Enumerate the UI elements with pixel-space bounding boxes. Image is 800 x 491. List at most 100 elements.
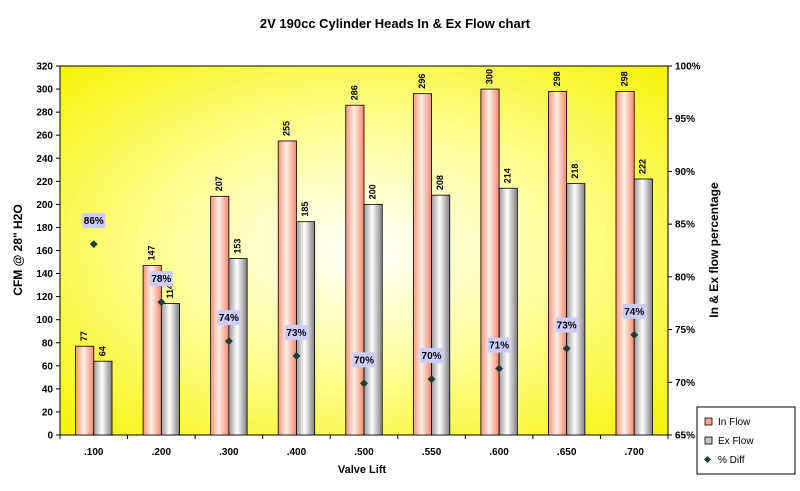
- right-tick-label: 65%: [675, 431, 695, 442]
- ex-flow-bar: [498, 187, 518, 436]
- diff-value-label: 74%: [624, 307, 644, 318]
- x-axis: .100 .200 .300 .400 .500 .550 .600 .650 .700: [59, 435, 669, 458]
- diff-points-layer: 86% 78% 74% 73% 70% 70% 71% 73% 74%: [82, 213, 646, 388]
- left-tick-label: 300: [36, 85, 53, 96]
- x-tick-label: .100: [84, 447, 104, 458]
- in-flow-value-label: 300: [484, 69, 494, 84]
- ex-flow-bar: [363, 203, 383, 436]
- diff-point: [630, 330, 639, 339]
- left-tick-label: 160: [36, 246, 53, 257]
- x-tick-label: .200: [152, 447, 172, 458]
- right-tick-label: 70%: [675, 378, 695, 389]
- left-axis: 0 20 40 60 80 100 120 140 160 180 200 220 240 260 280 3…: [36, 62, 61, 442]
- in-flow-bar: [548, 90, 568, 436]
- diff-label-box: [149, 271, 173, 287]
- in-flow-value-label: 77: [79, 331, 89, 341]
- left-tick-label: 80: [42, 338, 54, 349]
- legend-label-ex-flow: Ex Flow: [718, 436, 754, 447]
- diff-value-label: 70%: [422, 351, 442, 362]
- ex-flow-value-label: 214: [503, 168, 513, 183]
- diff-label-box: [555, 317, 579, 333]
- y-axis-label: CFM @ 28" H2O: [11, 204, 25, 295]
- diff-point: [89, 240, 98, 249]
- legend-label-in-flow: In Flow: [718, 417, 751, 428]
- legend-marker-diff: [703, 455, 712, 464]
- in-flow-value-label: 298: [619, 71, 629, 86]
- diff-point: [562, 344, 571, 353]
- ex-flow-value-label: 208: [435, 175, 445, 190]
- diff-label-box: [622, 303, 646, 319]
- diff-value-label: 71%: [489, 341, 509, 352]
- x-tick-label: .600: [489, 447, 509, 458]
- in-flow-bar: [615, 90, 635, 436]
- x-tick-label: .300: [219, 447, 239, 458]
- left-tick-label: 40: [42, 384, 54, 395]
- diff-value-label: 86%: [84, 216, 104, 227]
- y2-axis-label: In & Ex flow percentage: [707, 182, 721, 318]
- right-tick-label: 75%: [675, 325, 695, 336]
- left-tick-label: 60: [42, 361, 54, 372]
- diff-value-label: 74%: [219, 313, 239, 324]
- in-flow-bar: [412, 93, 432, 436]
- left-tick-label: 20: [42, 407, 54, 418]
- legend-label-diff: % Diff: [718, 455, 745, 466]
- right-tick-label: 100%: [675, 62, 701, 73]
- diff-label-box: [284, 324, 308, 340]
- ex-flow-bar: [431, 194, 451, 436]
- ex-flow-value-label: 218: [570, 164, 580, 179]
- diff-point: [495, 364, 504, 373]
- bars-layer: 77 64 147 114 207 153 255 185 286 200 296 208 300 214…: [75, 69, 653, 436]
- in-flow-bar: [75, 345, 95, 436]
- left-tick-label: 180: [36, 223, 53, 234]
- ex-flow-value-label: 185: [300, 202, 310, 217]
- diff-value-label: 73%: [286, 328, 306, 339]
- in-flow-bar: [142, 265, 162, 436]
- in-flow-value-label: 207: [214, 176, 224, 191]
- chart-title: 2V 190cc Cylinder Heads In & Ex Flow cha…: [260, 16, 531, 31]
- ex-flow-value-label: 200: [367, 184, 377, 199]
- x-tick-label: .400: [287, 447, 307, 458]
- in-flow-value-label: 298: [552, 71, 562, 86]
- in-flow-bar: [277, 140, 297, 436]
- left-tick-label: 220: [36, 177, 53, 188]
- right-tick-label: 95%: [675, 114, 695, 125]
- diff-point: [360, 379, 368, 388]
- diff-value-label: 70%: [354, 355, 374, 366]
- ex-flow-bar: [566, 183, 586, 436]
- x-tick-label: .650: [557, 447, 577, 458]
- diff-point: [224, 337, 233, 346]
- legend: In Flow Ex Flow % Diff: [696, 406, 796, 475]
- left-tick-label: 260: [36, 131, 53, 142]
- diff-point: [157, 298, 166, 307]
- ex-flow-value-label: 114: [165, 284, 175, 299]
- diff-label-box: [487, 337, 511, 353]
- legend-box: [696, 406, 796, 475]
- right-tick-label: 85%: [675, 220, 695, 231]
- left-tick-label: 240: [36, 154, 53, 165]
- left-tick-label: 0: [47, 431, 53, 442]
- diff-value-label: 78%: [151, 274, 171, 285]
- right-tick-label: 80%: [675, 272, 695, 283]
- x-tick-label: .700: [624, 447, 644, 458]
- diff-point: [427, 375, 436, 384]
- left-tick-label: 140: [36, 269, 53, 280]
- x-axis-label: Valve Lift: [338, 464, 387, 476]
- ex-flow-value-label: 222: [638, 159, 648, 174]
- ex-flow-bar: [228, 258, 248, 436]
- left-tick-label: 320: [36, 62, 53, 73]
- in-flow-bar: [345, 104, 365, 436]
- in-flow-value-label: 296: [417, 74, 427, 89]
- legend-swatch-ex-flow: [704, 436, 713, 445]
- right-tick-label: 90%: [675, 167, 695, 178]
- left-tick-label: 200: [36, 200, 53, 211]
- ex-flow-bar: [93, 360, 113, 436]
- ex-flow-bar: [160, 303, 180, 436]
- right-axis: 65% 70% 75% 80% 85% 90% 95% 100%: [667, 62, 701, 442]
- x-tick-label: .550: [422, 447, 442, 458]
- left-tick-label: 100: [36, 315, 53, 326]
- ex-flow-value-label: 153: [232, 239, 242, 254]
- diff-label-box: [420, 348, 444, 364]
- in-flow-bar: [480, 88, 500, 436]
- in-flow-value-label: 255: [282, 121, 292, 136]
